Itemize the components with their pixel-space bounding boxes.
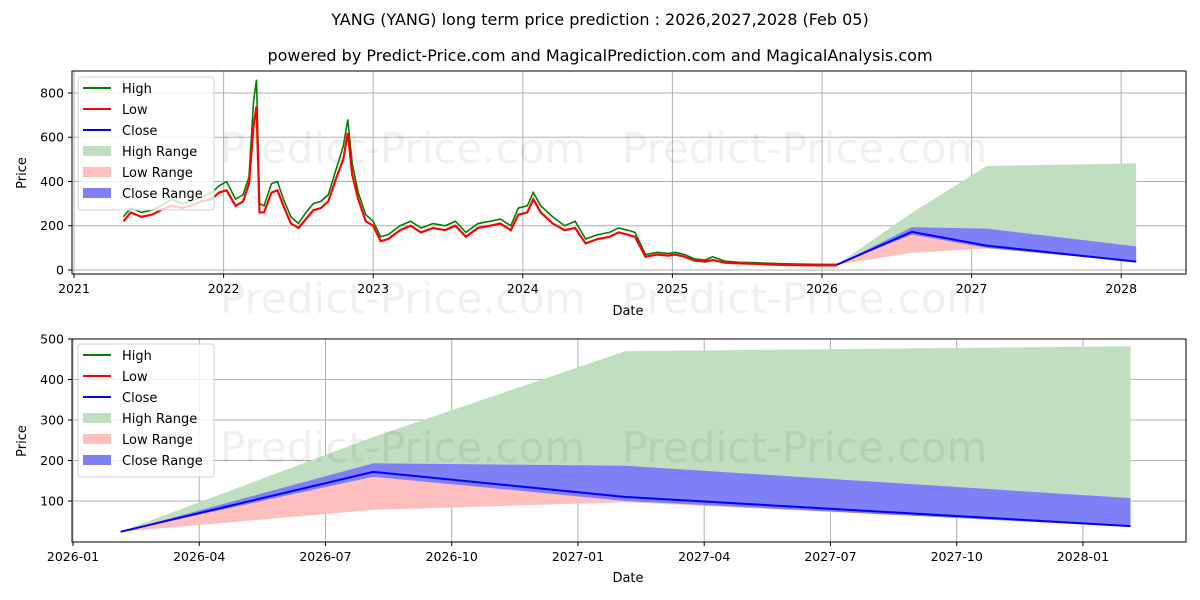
x-tick-label: 2027-10 [931,549,983,564]
legend-label: Low Range [122,166,193,181]
y-tick-label: 400 [40,372,64,387]
legend-label: Close [122,124,157,139]
x-tick-label: 2023 [357,281,389,296]
watermark-text: Predict-Price.com [220,423,585,472]
x-tick-label: 2027-01 [552,549,604,564]
legend-patch-swatch [83,434,111,444]
bottom-y-axis-label: Price [15,425,30,457]
legend-label: High Range [122,145,197,160]
y-tick-label: 100 [40,494,64,509]
x-tick-label: 2027-07 [804,549,856,564]
top-legend: High Low Close High Range Low Range Close Ran… [78,77,214,210]
y-tick-label: 200 [40,453,64,468]
x-tick-label: 2028-01 [1057,549,1109,564]
legend-label: Low [122,103,148,118]
chart-canvas: Predict-Price.com Predict-Price.com Pred… [0,0,1200,600]
legend-label: Close Range [122,187,203,202]
x-tick-label: 2026 [806,281,838,296]
legend-label: Low Range [122,433,193,448]
y-tick-label: 800 [40,85,64,100]
x-tick-label: 2027 [956,281,988,296]
legend-label: High Range [122,412,197,427]
legend-label: High [122,82,152,97]
top-x-axis-label: Date [612,304,643,319]
x-tick-label: 2026-04 [173,549,225,564]
x-tick-label: 2022 [208,281,240,296]
x-tick-label: 2026-10 [426,549,478,564]
legend-patch-swatch [83,455,111,465]
top-y-axis-label: Price [15,157,30,189]
x-tick-label: 2026-01 [47,549,99,564]
legend-label: Close [122,391,157,406]
x-tick-label: 2021 [58,281,90,296]
x-tick-label: 2028 [1105,281,1137,296]
y-tick-label: 500 [40,332,64,347]
y-tick-label: 200 [40,218,64,233]
legend-label: Close Range [122,454,203,469]
legend-label: High [122,349,152,364]
watermark-text: Predict-Price.com [622,423,987,472]
bottom-legend: High Low Close High Range Low Range Close Ran… [78,344,214,477]
x-tick-label: 2025 [656,281,688,296]
bottom-chart: Predict-Price.com Predict-Price.com 2026… [15,332,1186,587]
bottom-x-axis-label: Date [612,571,643,586]
x-tick-label: 2026-07 [299,549,351,564]
legend-patch-swatch [83,167,111,177]
top-chart: Predict-Price.com Predict-Price.com Pred… [15,71,1186,323]
x-tick-label: 2024 [507,281,539,296]
legend-patch-swatch [83,413,111,423]
y-tick-label: 0 [56,263,64,278]
legend-label: Low [122,370,148,385]
legend-patch-swatch [83,188,111,198]
watermark-text: Predict-Price.com [622,124,987,173]
watermark-text: Predict-Price.com [220,124,585,173]
y-tick-label: 600 [40,130,64,145]
x-tick-label: 2027-04 [678,549,730,564]
y-tick-label: 400 [40,174,64,189]
legend-patch-swatch [83,146,111,156]
y-tick-label: 300 [40,413,64,428]
